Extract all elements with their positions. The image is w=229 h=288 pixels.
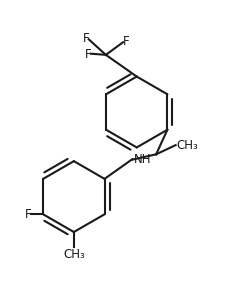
Text: F: F <box>83 32 89 45</box>
Text: CH₃: CH₃ <box>176 139 198 152</box>
Text: F: F <box>85 48 91 61</box>
Text: F: F <box>122 35 128 48</box>
Text: F: F <box>25 208 31 221</box>
Text: CH₃: CH₃ <box>63 248 84 261</box>
Text: NH: NH <box>133 153 151 166</box>
